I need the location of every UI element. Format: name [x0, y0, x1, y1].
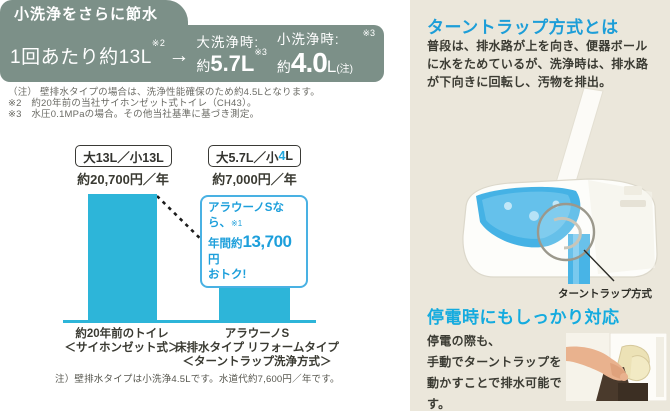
big-flush-value: 約5.7L※3 [196, 46, 267, 76]
toilet-cutaway-illustration [462, 88, 658, 284]
poweroutage-description: 停電の際も、 手動でターントラップを 動かすことで排水可能です。 [427, 334, 562, 411]
footnote-line: ※3 水圧0.1MPaの場合。その他当社基準に基づき測定。 [8, 108, 260, 120]
arrow-right-icon: → [168, 43, 190, 67]
footnote-line: （注） 壁排水タイプの場合は、洗浄性能確保のため約4.5Lとなります。 [8, 87, 320, 98]
category-arauno: アラウーノS 床排水タイプ リフォームタイプ ＜ターントラップ洗浄方式＞ [175, 328, 339, 368]
header-tab-label: 小洗浄をさらに節水 [14, 6, 159, 23]
bar-old-toilet [88, 194, 157, 321]
big-flush-column: 大洗浄時: 約5.7L※3 [196, 35, 267, 76]
savings-callout: アラウーノSなら、※1 年間約13,700円 おトク! [200, 195, 308, 288]
footnotes: （注） 壁排水タイプの場合は、洗浄性能確保のため約4.5Lとなります。 ※2 約… [8, 87, 320, 120]
manual-turntrap-photo [566, 333, 667, 401]
price-old-toilet: 約20,700円／年 [77, 172, 169, 187]
big-flush-label: 大洗浄時: [196, 35, 260, 51]
small-flush-value: 約4.0L(注) [276, 47, 353, 79]
poweroutage-section-title: 停電時にもしっかり対応 [427, 308, 620, 327]
note-ref: (注) [336, 64, 353, 76]
turntrap-section-title: ターントラップ方式とは [427, 18, 619, 37]
small-flush-column: 小洗浄時: 約4.0L(注) [277, 32, 353, 80]
turntrap-caption: ターントラップ方式 [558, 288, 652, 300]
right-panel: ターントラップ方式とは 普段は、排水路が上を向き、便器ボールに水をためているが、… [410, 0, 670, 411]
water-before-value: 1回あたり約13L※2 [10, 38, 166, 68]
spec-box-old-toilet: 大13L／小13L [75, 145, 172, 167]
footnote-ref-1: ※1 [231, 218, 243, 228]
price-arauno: 約7,000円／年 [212, 172, 297, 187]
callout-line1: アラウーノSなら、※1 [208, 202, 284, 229]
footnote-ref-2: ※2 [151, 38, 166, 48]
category-old-toilet: 約20年前のトイレ ＜サイホンゼット式＞ [64, 328, 180, 354]
spec-box-arauno: 大5.7L／小 4 L [208, 145, 301, 167]
turntrap-description: 普段は、排水路が上を向き、便器ボールに水をためているが、洗浄時は、排水路が下向き… [427, 39, 649, 89]
footnote-ref-3-corner: ※3 [362, 28, 375, 38]
footnote-line: ※2 約20年前の当社サイホンゼット式トイレ（CH43）。 [8, 97, 257, 109]
callout-line2: 年間約13,700円 [208, 231, 292, 266]
chart-note: 注）壁排水タイプは小洗浄4.5Lです。水道代約7,600円／年です。 [55, 374, 340, 385]
small-flush-label: 小洗浄時: [276, 31, 340, 47]
callout-line3: おトク! [208, 268, 247, 281]
header-box: 1回あたり約13L※2 → 大洗浄時: 約5.7L※3 小洗浄時: 約4.0L(… [0, 25, 384, 82]
footnote-ref-3: ※3 [254, 46, 267, 57]
chart-baseline [63, 320, 316, 323]
